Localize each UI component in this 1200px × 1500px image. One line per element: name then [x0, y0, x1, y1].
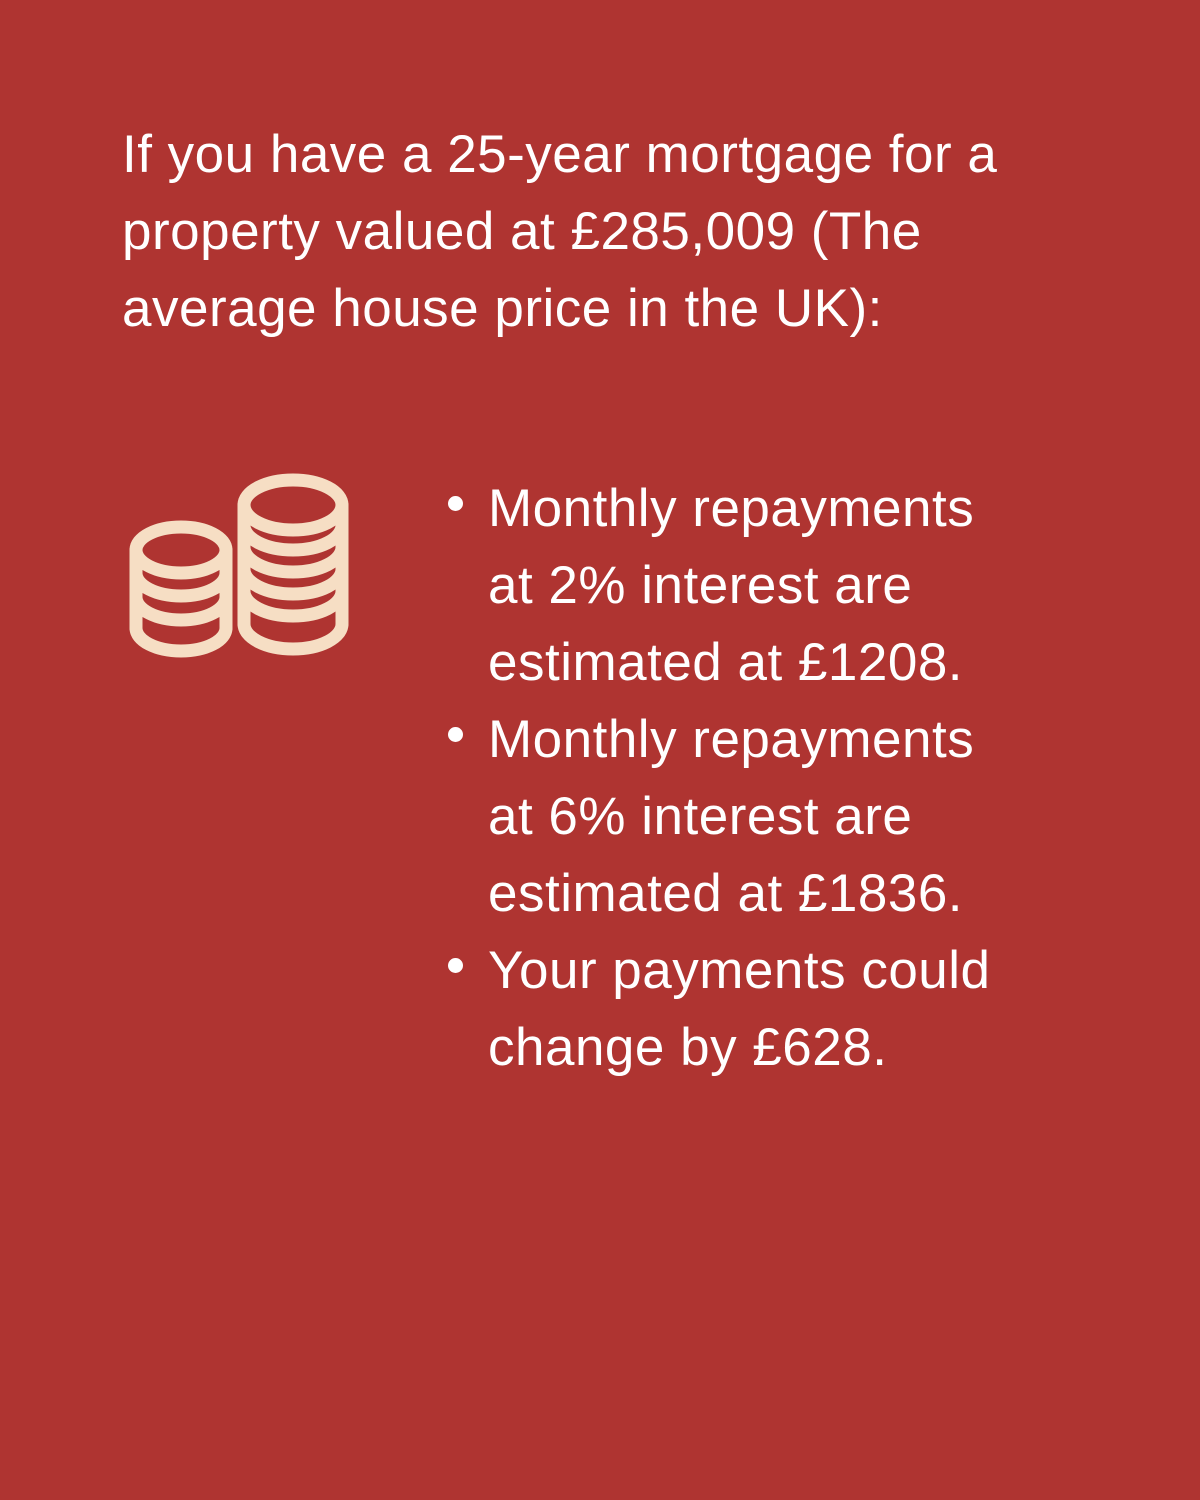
coin-edge — [237, 518, 349, 557]
coin-edge — [129, 590, 233, 627]
bullet-line: at 2% interest are — [488, 556, 913, 615]
bullet-list: Monthly repayments at 2% interest are esti… — [448, 470, 1088, 1086]
coin-stack-left-bottom — [129, 621, 233, 658]
coin-edge — [129, 566, 233, 603]
page-title: If you have a 25-year mortgage for a prop… — [122, 116, 1102, 347]
coin-stack-right-bottom — [237, 617, 349, 656]
heading-line: If you have a 25-year mortgage for a — [122, 125, 998, 184]
list-item: Monthly repayments at 6% interest are esti… — [448, 701, 1088, 932]
coin-edge — [237, 540, 349, 579]
coin-edge — [237, 562, 349, 601]
coin-edge — [237, 584, 349, 623]
coin-stack-right-top — [237, 473, 349, 537]
heading-line: property valued at £285,009 (The — [122, 202, 922, 261]
bullet-line: change by £628. — [488, 1018, 888, 1077]
heading-line: average house price in the UK): — [122, 279, 883, 338]
bullet-line: estimated at £1208. — [488, 633, 964, 692]
coin-stack-left-top — [129, 520, 233, 580]
bullet-text: Monthly repayments at 2% interest are esti… — [488, 470, 974, 701]
bullet-dot — [448, 496, 463, 511]
bullet-text: Monthly repayments at 6% interest are esti… — [488, 701, 974, 932]
bullet-dot — [448, 958, 463, 973]
bullet-dot — [448, 727, 463, 742]
bullet-line: at 6% interest are — [488, 787, 913, 846]
list-item: Monthly repayments at 2% interest are esti… — [448, 470, 1088, 701]
bullet-line: Monthly repayments — [488, 479, 975, 538]
bullet-line: estimated at £1836. — [488, 864, 964, 923]
bullet-line: Your payments could — [488, 941, 991, 1000]
bullet-text: Your payments could change by £628. — [488, 932, 991, 1086]
list-item: Your payments could change by £628. — [448, 932, 1088, 1086]
bullet-line: Monthly repayments — [488, 710, 975, 769]
coin-stacks-icon — [129, 473, 349, 658]
